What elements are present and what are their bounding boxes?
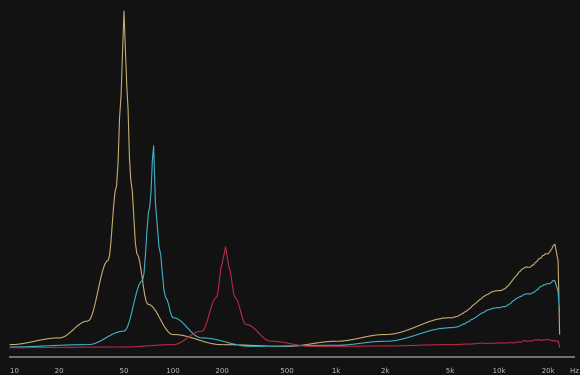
x-tick-label-5k: 5k [446, 367, 455, 375]
x-tick-label-100: 100 [166, 367, 179, 375]
series-line-2 [9, 145, 561, 348]
x-tick-label-2k: 2k [381, 367, 390, 375]
x-tick-label-500: 500 [280, 367, 293, 375]
x-tick-label-20k: 20k [542, 367, 556, 375]
x-tick-label-50: 50 [120, 367, 129, 375]
x-unit-label: Hz [570, 367, 579, 375]
x-tick-label-20: 20 [55, 367, 64, 375]
x-tick-layer: 10 20 50 100 200 500 1k 2k 5k 10k 20k [10, 367, 556, 375]
x-tick-label-1k: 1k [332, 367, 341, 375]
x-tick-label-10k: 10k [493, 367, 507, 375]
x-tick-label-200: 200 [215, 367, 228, 375]
x-tick-label-10: 10 [10, 367, 19, 375]
series-layer [9, 10, 561, 349]
series-line-3 [9, 246, 561, 349]
